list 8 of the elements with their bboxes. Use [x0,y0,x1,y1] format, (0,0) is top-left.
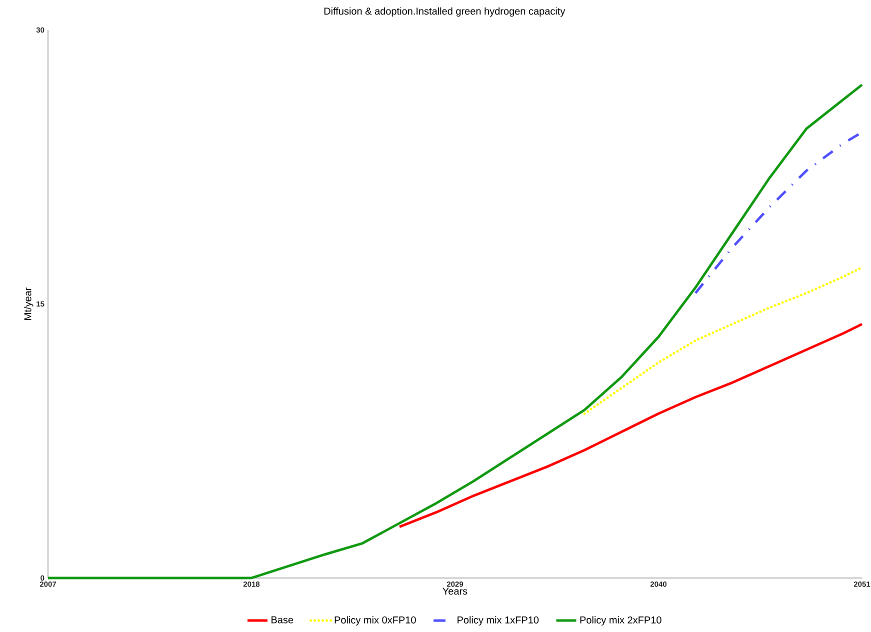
legend-label: Policy mix 1xFP10 [458,616,539,626]
legend-label: Policy mix 2xFP10 [580,616,662,626]
legend-label: Base [272,616,294,624]
y-axis-title: Mt/year [24,287,34,320]
line-series [583,266,864,415]
chart-title: Diffusion & adoption.Installed green hydrogen capacity [324,7,566,17]
legend-label: Policy mix 0xFP10 [334,616,416,626]
x-axis-title: Years [442,588,468,595]
